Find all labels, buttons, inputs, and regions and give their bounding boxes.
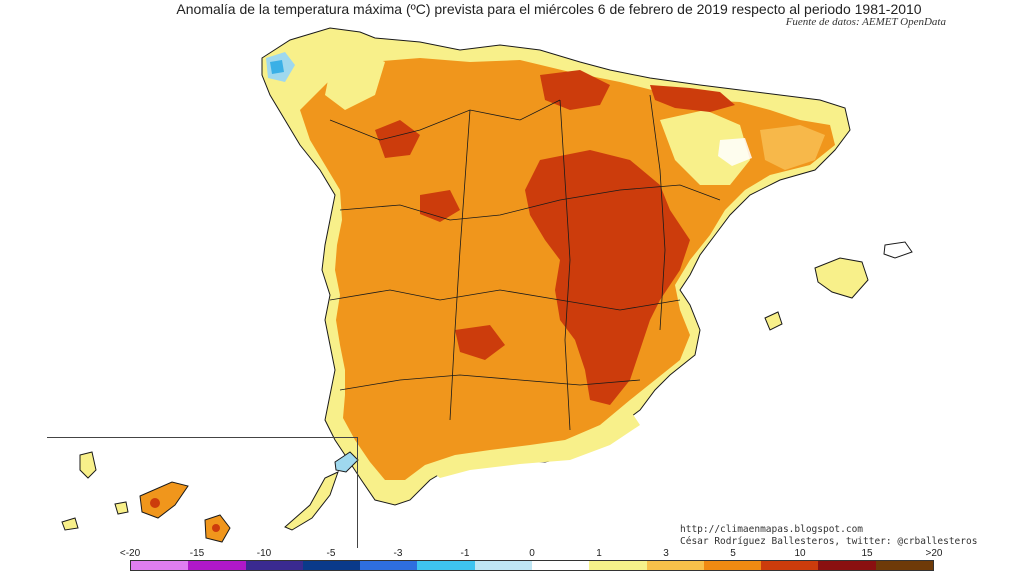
menorca [883, 241, 913, 259]
ibiza [764, 311, 783, 331]
legend-tick-label: <-20 [119, 548, 141, 559]
anomaly-10-15-zone-north [540, 70, 610, 110]
legend-tick-label: -1 [460, 548, 470, 559]
region-borders [329, 94, 721, 431]
legend-tick-label: 3 [663, 548, 669, 559]
tenerife [139, 481, 189, 519]
legend-swatch [360, 561, 418, 570]
legend-swatch [417, 561, 475, 570]
balearic-islands [764, 241, 913, 331]
map-title: Anomalía de la temperatura máxima (ºC) p… [176, 1, 922, 17]
anomaly-patch-coast-south [430, 410, 640, 478]
legend-swatch [703, 561, 762, 570]
legend-swatch [875, 561, 933, 570]
anomaly-10-15-zone-leon [375, 120, 420, 158]
legend-ticks: <-20 -15 -10 -5 -3 -1 0 1 3 5 10 15 >20 [120, 548, 943, 560]
legend-tick-label: -3 [393, 548, 403, 559]
mallorca [814, 257, 869, 299]
legend-swatch [245, 561, 303, 570]
anomaly-patch-north [325, 50, 385, 110]
author-credit: César Rodríguez Ballesteros, twitter: @c… [680, 536, 978, 547]
legend-tick-label: 15 [861, 548, 873, 559]
legend-swatch [761, 561, 819, 570]
legend-tick-label: 10 [794, 548, 806, 559]
legend-tick-label: -15 [189, 548, 205, 559]
peninsula [261, 27, 851, 506]
anomaly-10-15-zone-iberian [525, 150, 690, 405]
anomaly-10-15-zone-tajo [455, 325, 505, 360]
legend-swatch [589, 561, 647, 570]
la-gomera [114, 501, 129, 515]
legend-swatch [188, 561, 246, 570]
anomaly-10-15-zone-navarra [650, 85, 735, 112]
anomaly-cold-galicia-core [270, 60, 284, 74]
legend-tick-label: 5 [730, 548, 736, 559]
legend-tick-label: >20 [925, 548, 943, 559]
canary-islands [61, 451, 359, 543]
blog-credit: http://climaenmapas.blogspot.com [680, 524, 864, 535]
canary-inset-frame [47, 437, 358, 548]
legend-swatch [531, 561, 590, 570]
fuerteventura [284, 471, 339, 531]
el-hierro [61, 517, 79, 531]
legend-swatch [302, 561, 361, 570]
legend-swatch [474, 561, 532, 570]
legend-tick-label: -10 [256, 548, 272, 559]
anomaly-legend [130, 560, 934, 571]
la-palma [79, 451, 97, 479]
legend-swatch [131, 561, 189, 570]
legend-tick-label: 1 [596, 548, 602, 559]
anomaly-patch-aragon [660, 110, 750, 185]
legend-tick-label: 0 [529, 548, 535, 559]
anomaly-near-zero-pyrenees [718, 138, 752, 166]
legend-swatch [646, 561, 704, 570]
lanzarote [334, 451, 359, 473]
anomaly-patch-catalonia [760, 125, 825, 170]
data-source-note: Fuente de datos: AEMET OpenData [785, 16, 946, 28]
legend-swatch [818, 561, 876, 570]
legend-tick-label: -5 [326, 548, 336, 559]
